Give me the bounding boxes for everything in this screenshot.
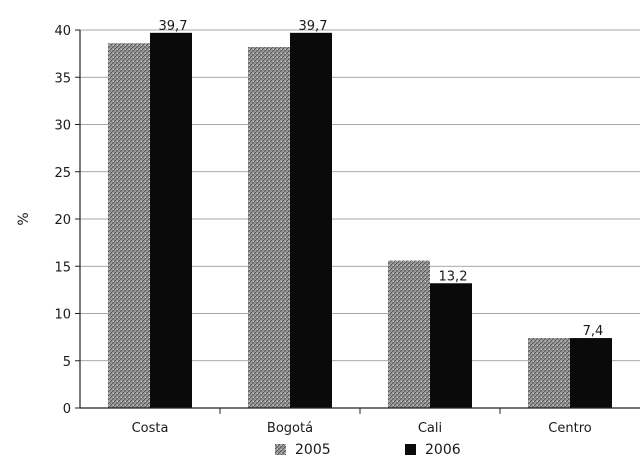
bar-2006-Centro <box>570 338 612 408</box>
labels: 0 5 10 15 20 25 30 35 40 39,7 Costa 39,7 Bogotá 13,2 C… <box>54 19 603 436</box>
x-tick-label: Bogotá <box>267 421 313 436</box>
legend-swatch-2006 <box>405 444 416 455</box>
legend-label-2005: 2005 <box>295 442 331 458</box>
bar-2005-Costa <box>108 43 150 408</box>
y-tick-label: 0 <box>63 402 71 417</box>
data-label: 39,7 <box>299 19 328 34</box>
data-label: 7,4 <box>583 324 604 339</box>
x-tick-label: Cali <box>418 421 442 436</box>
y-axis-title: % <box>16 212 32 225</box>
bar-2005-Centro <box>528 338 570 408</box>
y-tick-label: 5 <box>63 355 71 370</box>
bar-2005-Bogotá <box>248 47 290 408</box>
y-tick-label: 35 <box>54 71 71 86</box>
data-label: 39,7 <box>159 19 188 34</box>
y-tick-label: 10 <box>54 308 71 323</box>
x-tick-label: Costa <box>132 421 169 436</box>
bar-2006-Bogotá <box>290 32 332 409</box>
legend-swatch-2005 <box>275 444 286 455</box>
y-tick-label: 15 <box>54 260 71 275</box>
y-tick-label: 40 <box>54 24 71 39</box>
x-tick-label: Centro <box>548 421 591 436</box>
bar-2006-Costa <box>150 32 192 409</box>
axes <box>75 29 640 414</box>
y-tick-label: 30 <box>54 119 71 134</box>
bars <box>108 32 612 409</box>
y-tick-label: 25 <box>54 166 71 181</box>
bar-2006-Cali <box>430 283 472 408</box>
y-tick-label: 20 <box>54 213 71 228</box>
legend: 2005 2006 <box>275 442 461 458</box>
data-label: 13,2 <box>439 269 468 284</box>
legend-label-2006: 2006 <box>425 442 461 458</box>
bar-2005-Cali <box>388 260 430 408</box>
